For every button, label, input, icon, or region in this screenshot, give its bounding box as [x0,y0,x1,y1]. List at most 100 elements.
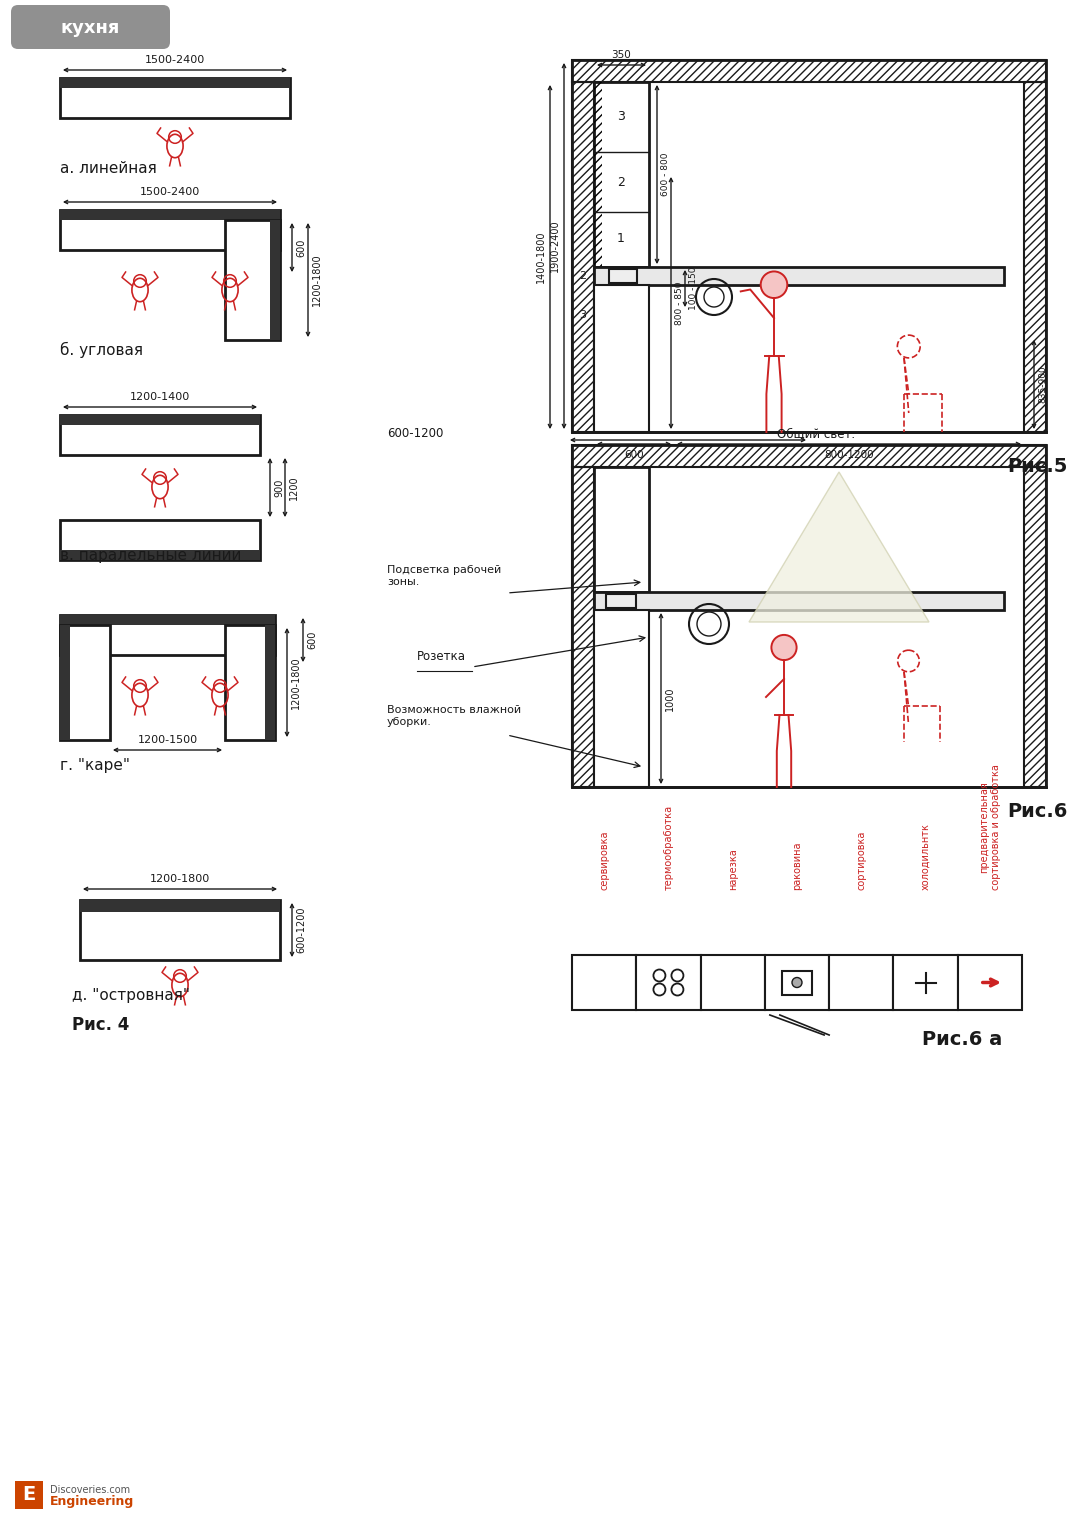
Text: 600 - 800: 600 - 800 [661,152,670,197]
Text: нарезка: нарезка [728,848,738,889]
Text: 350: 350 [612,51,631,60]
Bar [593,81,649,267]
Text: 3: 3 [617,111,625,123]
Bar [572,467,593,786]
Bar [60,78,290,118]
Bar [572,955,637,1011]
Bar [593,467,649,591]
Bar [609,269,637,283]
Bar [60,550,260,561]
Bar [60,78,290,91]
Bar [60,614,275,654]
Bar [60,78,290,88]
Text: 2: 2 [579,270,586,281]
Text: в. паралельные линии: в. паралельные линии [60,548,242,564]
Text: 1: 1 [617,232,625,246]
Bar [60,625,70,740]
Bar [60,614,275,625]
Text: 1900-2400: 1900-2400 [550,220,560,272]
Text: 1200-1500: 1200-1500 [138,736,197,745]
Bar [60,415,260,425]
Text: 1400-1800: 1400-1800 [536,230,546,283]
Text: 1200-1800: 1200-1800 [149,874,210,885]
Circle shape [760,272,787,298]
Text: 1200-1800: 1200-1800 [291,656,301,708]
Text: термообработка: термообработка [664,805,674,889]
Text: г. "каре": г. "каре" [60,757,130,773]
Text: Discoveries.com: Discoveries.com [50,1485,130,1495]
Text: а. линейная: а. линейная [60,161,157,177]
Bar [270,220,280,339]
Text: 800-1200: 800-1200 [824,450,874,459]
Text: 1200: 1200 [289,475,299,499]
Bar [593,591,1004,610]
Text: 3: 3 [579,310,586,319]
Text: 600: 600 [306,631,317,650]
Bar [572,445,1046,786]
Text: кухня: кухня [61,18,120,37]
Text: 600: 600 [296,238,306,257]
Text: Engineering: Engineering [50,1495,134,1507]
Text: 100 - 150: 100 - 150 [689,267,699,310]
Bar [572,60,1046,81]
Text: 1200-1400: 1200-1400 [130,392,191,402]
Bar [893,955,957,1011]
Bar [606,594,636,608]
Bar [1025,81,1046,432]
Text: 1500-2400: 1500-2400 [140,187,200,197]
Text: Подсветка рабочей
зоны.: Подсветка рабочей зоны. [387,565,501,587]
Bar [957,955,1022,1011]
Text: Рис. 4: Рис. 4 [71,1015,129,1034]
Text: 835-900: 835-900 [1038,366,1047,404]
Bar [225,625,275,740]
Bar [593,610,649,786]
Text: Возможность влажной
уборки.: Возможность влажной уборки. [387,705,521,727]
Polygon shape [749,472,929,622]
Text: д. "островная": д. "островная" [71,988,190,1003]
Bar [15,1481,43,1508]
Circle shape [792,977,803,988]
Text: Рис.6 а: Рис.6 а [922,1031,1002,1049]
Circle shape [771,634,797,660]
Bar [60,415,260,455]
Text: 600-1200: 600-1200 [387,427,443,439]
Bar [1025,467,1046,786]
Bar [782,971,812,994]
Bar [765,955,830,1011]
Bar [593,286,649,432]
Bar [701,955,765,1011]
Bar [80,900,280,912]
Bar [60,625,110,740]
Bar [572,81,593,432]
Text: б. угловая: б. угловая [60,343,143,358]
Bar [60,210,280,220]
Text: 900: 900 [274,478,284,496]
Text: предварительная
сортировка и обработка: предварительная сортировка и обработка [979,763,1001,889]
Bar [60,210,280,250]
Text: Розетка: Розетка [417,650,466,664]
Text: 600-1200: 600-1200 [296,906,306,954]
Bar [637,955,701,1011]
Bar [830,955,893,1011]
Text: 1200-1800: 1200-1800 [312,253,322,306]
Text: раковина: раковина [792,842,803,889]
Bar [593,267,1004,286]
Text: 600: 600 [624,450,643,459]
Text: E: E [23,1485,36,1504]
Text: 2: 2 [617,175,625,189]
Text: Рис.6: Рис.6 [1007,802,1068,822]
Bar [60,521,260,561]
Text: 1500-2400: 1500-2400 [145,55,205,65]
Bar [265,625,275,740]
Text: Рис.5: Рис.5 [1007,458,1068,476]
Text: 1000: 1000 [665,687,675,711]
FancyBboxPatch shape [11,5,170,49]
Text: 800 - 850: 800 - 850 [675,281,684,324]
Text: сервировка: сервировка [599,831,609,889]
Bar [572,60,1046,432]
Text: Общий свет.: Общий свет. [777,427,856,439]
Bar [572,445,1046,467]
Text: холодильнтк: холодильнтк [921,823,930,889]
Bar [80,900,280,960]
Bar [593,81,602,267]
